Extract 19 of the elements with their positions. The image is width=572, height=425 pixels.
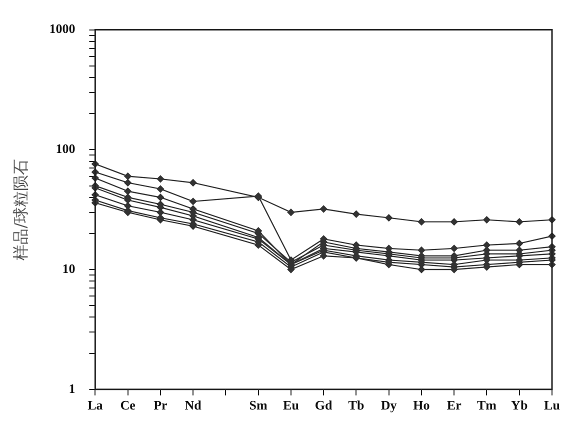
y-axis-title: 样品/球粒陨石 — [10, 158, 30, 260]
x-tick-label: Eu — [283, 398, 299, 413]
x-tick-label: La — [88, 398, 104, 413]
x-tick-label: Sm — [249, 398, 268, 413]
x-tick-label: Ho — [413, 398, 430, 413]
x-tick-label: Lu — [544, 398, 560, 413]
x-tick-label: Gd — [314, 398, 334, 413]
y-tick-label: 100 — [56, 141, 76, 156]
x-tick-label: Ce — [120, 398, 136, 413]
x-tick-label: Pr — [154, 398, 168, 413]
x-tick-label: Dy — [380, 398, 398, 413]
x-tick-label: Tm — [476, 398, 497, 413]
y-tick-label: 1 — [68, 380, 76, 396]
x-tick-label: Er — [446, 398, 462, 413]
y-tick-label: 1000 — [49, 21, 76, 36]
x-tick-label: Yb — [511, 398, 528, 413]
y-tick-label: 10 — [62, 260, 76, 276]
x-tick-label: Nd — [184, 398, 202, 413]
x-tick-label: Tb — [348, 398, 364, 413]
